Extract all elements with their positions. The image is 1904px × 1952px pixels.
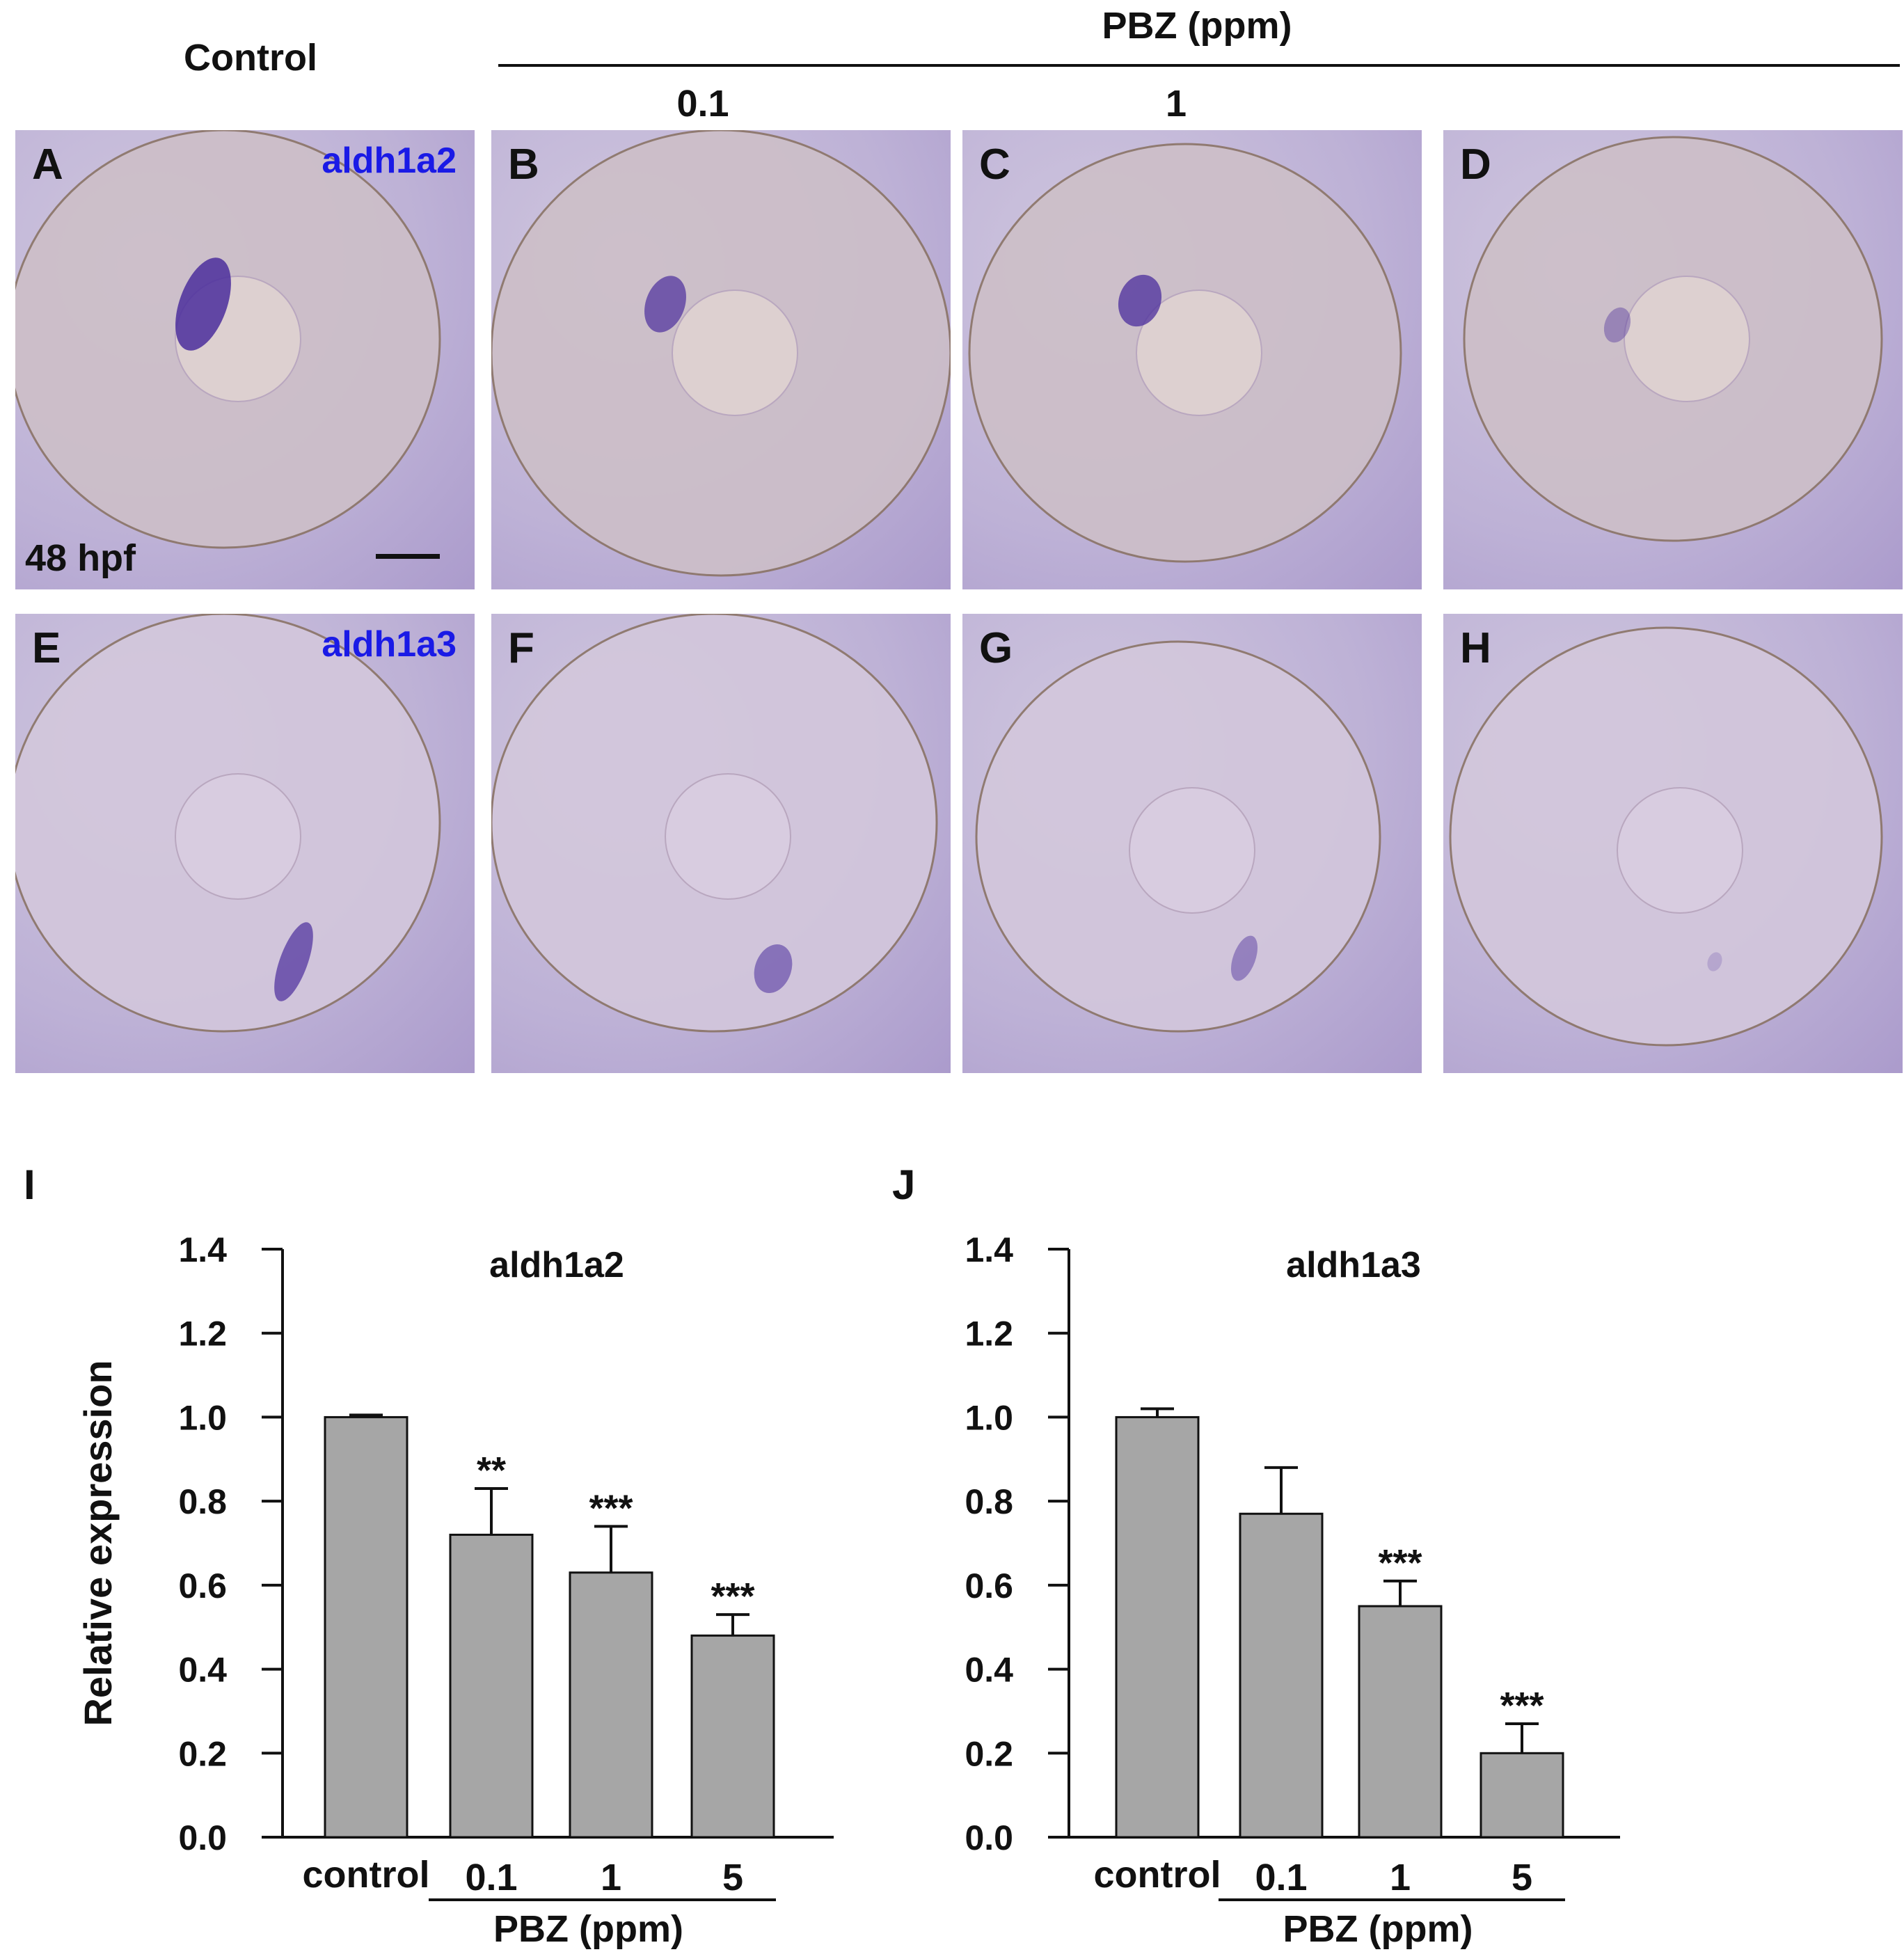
chart-j-y-tick-label: 0.8 bbox=[965, 1482, 1013, 1521]
gene-label: aldh1a2 bbox=[322, 141, 457, 181]
stain-signal bbox=[1707, 952, 1722, 971]
chart-i-y-tick-label: 0.8 bbox=[178, 1482, 227, 1521]
lens bbox=[175, 773, 301, 900]
chart-j-bar-control bbox=[1115, 1415, 1200, 1839]
panel-letter: F bbox=[508, 624, 534, 672]
stain-signal bbox=[754, 944, 793, 993]
micrograph-panel-g: G bbox=[962, 614, 1422, 1073]
stage-label: 48 hpf bbox=[25, 537, 136, 579]
chart-i-y-tick-label: 0.6 bbox=[178, 1566, 227, 1605]
chart-j-bar-0.1 bbox=[1239, 1512, 1324, 1839]
bar-charts: 0.0 0.2 0.4 0.6 0.8 1.0 1.2 1.4 aldh1a2 Relative … bbox=[76, 1230, 1620, 1950]
panel-letter: B bbox=[508, 141, 539, 189]
panel-letter: A bbox=[32, 141, 63, 189]
chart-letter-i: I bbox=[24, 1161, 35, 1208]
scale-bar bbox=[376, 554, 440, 559]
lens bbox=[1136, 289, 1262, 416]
eye-image bbox=[15, 130, 441, 549]
stain-signal bbox=[175, 257, 231, 351]
micrograph-panel-h: H bbox=[1443, 614, 1903, 1073]
chart-i-bar-1 bbox=[569, 1571, 653, 1839]
micrograph-panel-b: B bbox=[491, 130, 951, 589]
chart-i-x-tick-label: control bbox=[303, 1854, 430, 1896]
chart-j-title: aldh1a3 bbox=[1286, 1245, 1421, 1285]
chart-i-y-tick-label: 1.4 bbox=[178, 1230, 227, 1269]
chart-i-bar-0.1 bbox=[449, 1533, 534, 1839]
chart-j-x-tick-label: 0.1 bbox=[1255, 1857, 1307, 1898]
dose-label-0.1: 0.1 bbox=[676, 83, 729, 125]
chart-i-group-label: PBZ (ppm) bbox=[493, 1908, 683, 1950]
stain-signal bbox=[1603, 307, 1631, 343]
lens bbox=[665, 773, 791, 900]
panel-letter: E bbox=[32, 624, 61, 672]
pbz-group-label: PBZ (ppm) bbox=[1102, 5, 1292, 47]
chart-j-y-tick-label: 0.6 bbox=[965, 1566, 1013, 1605]
chart-i-bar-5 bbox=[690, 1634, 775, 1839]
chart-j-x-tick-label: 5 bbox=[1512, 1857, 1532, 1898]
chart-i-y-tick-label: 1.2 bbox=[178, 1315, 227, 1354]
chart-letter-j: J bbox=[892, 1161, 916, 1208]
chart-i-x-tick-label: 0.1 bbox=[465, 1857, 517, 1898]
chart-i-x-tick-label: 1 bbox=[601, 1857, 621, 1898]
lens bbox=[1624, 276, 1750, 402]
eye-image bbox=[968, 143, 1402, 563]
stain-signal bbox=[274, 922, 313, 1001]
stain-signal bbox=[644, 276, 686, 333]
chart-i-y-tick-label: 0.0 bbox=[178, 1818, 227, 1857]
chart-i-y-tick-label: 1.0 bbox=[178, 1398, 227, 1437]
micrograph-panel-f: F bbox=[491, 614, 951, 1073]
chart-i-y-tick-label: 0.4 bbox=[178, 1651, 227, 1690]
lens bbox=[1129, 787, 1255, 914]
chart-i-x-tick-label: 5 bbox=[722, 1857, 743, 1898]
lens bbox=[1617, 787, 1743, 914]
chart-j-x-tick-label: 1 bbox=[1390, 1857, 1411, 1898]
chart-i-title: aldh1a2 bbox=[489, 1245, 624, 1285]
chart-j-y-tick-label: 0.0 bbox=[965, 1818, 1013, 1857]
chart-j-significance-mark: *** bbox=[1500, 1685, 1544, 1727]
chart-j-y-tick-label: 1.4 bbox=[965, 1230, 1013, 1269]
eye-image bbox=[15, 614, 441, 1033]
eye-image bbox=[1463, 136, 1883, 542]
panel-letter: H bbox=[1460, 624, 1491, 672]
eye-image bbox=[1449, 626, 1883, 1047]
chart-i-bar-control bbox=[324, 1415, 408, 1839]
eye-image bbox=[491, 130, 951, 577]
chart-i-y-axis-label: Relative expression bbox=[76, 1360, 120, 1726]
lens bbox=[672, 289, 798, 416]
chart-j-y-tick-label: 0.2 bbox=[965, 1734, 1013, 1773]
eye-image bbox=[491, 614, 938, 1033]
chart-j-x-tick-label: control bbox=[1094, 1854, 1221, 1896]
panel-letter: D bbox=[1460, 141, 1491, 189]
eye-image bbox=[975, 640, 1381, 1033]
chart-j-group-label: PBZ (ppm) bbox=[1283, 1908, 1473, 1950]
micrograph-panel-c: C bbox=[962, 130, 1422, 589]
stain-signal bbox=[1230, 935, 1258, 981]
chart-j-y-tick-label: 0.4 bbox=[965, 1651, 1013, 1690]
chart-j-bar-1 bbox=[1358, 1605, 1443, 1839]
panel-letter: C bbox=[979, 141, 1010, 189]
chart-i-y-tick-label: 0.2 bbox=[178, 1734, 227, 1773]
chart-j-significance-mark: *** bbox=[1378, 1542, 1422, 1584]
chart-j-y-tick-label: 1.2 bbox=[965, 1315, 1013, 1354]
pbz-group-line bbox=[498, 64, 1900, 67]
chart-j-bar-5 bbox=[1479, 1752, 1564, 1839]
control-column-label: Control bbox=[184, 37, 317, 79]
dose-label-1: 1 bbox=[1165, 83, 1187, 125]
micrograph-panel-d: D bbox=[1443, 130, 1903, 589]
chart-i-significance-mark: ** bbox=[477, 1450, 506, 1491]
chart-j-y-tick-label: 1.0 bbox=[965, 1398, 1013, 1437]
gene-label: aldh1a3 bbox=[322, 624, 457, 665]
chart-i-significance-mark: *** bbox=[589, 1487, 633, 1529]
panel-letter: G bbox=[979, 624, 1013, 672]
stain-signal bbox=[1118, 274, 1162, 327]
chart-i-significance-mark: *** bbox=[711, 1576, 754, 1617]
